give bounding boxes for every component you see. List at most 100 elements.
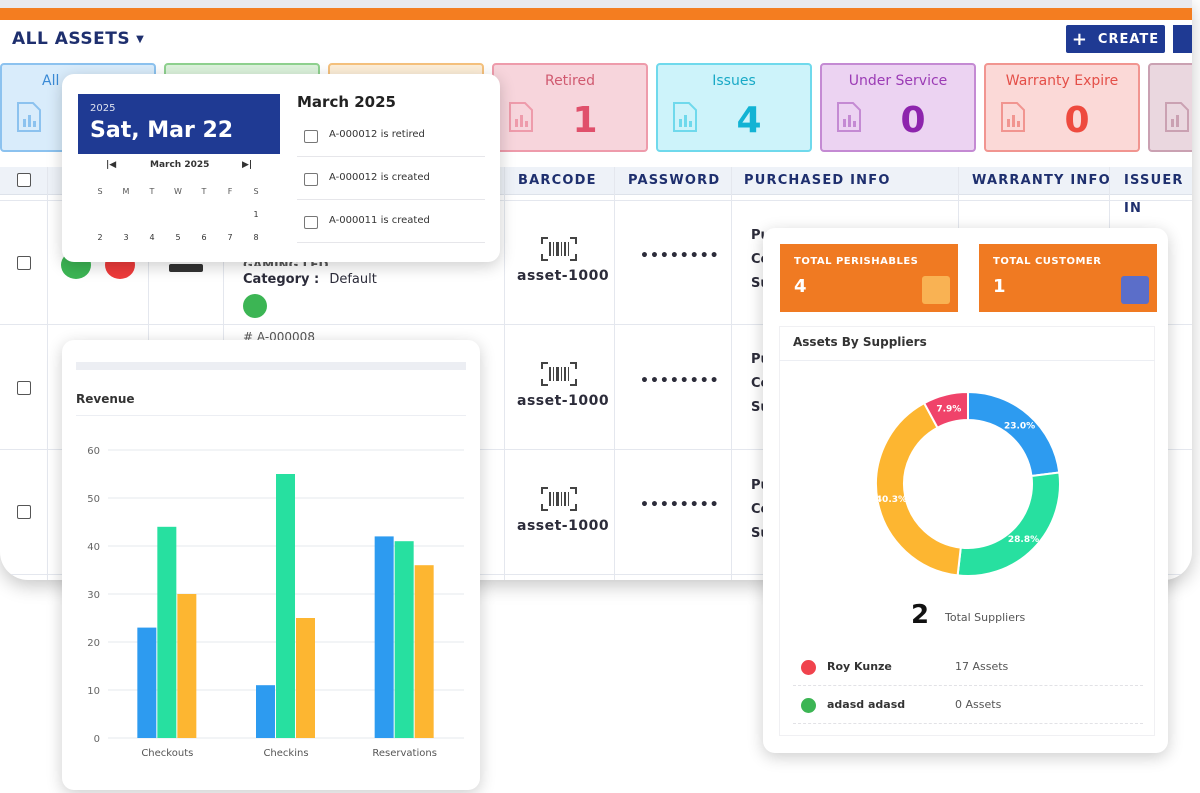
col-barcode[interactable]: BARCODE	[518, 173, 597, 188]
select-all-checkbox[interactable]	[17, 173, 31, 187]
bar	[137, 627, 157, 738]
bar	[256, 685, 275, 738]
divider	[779, 360, 1155, 361]
x-tick-label: Checkouts	[141, 748, 193, 759]
calendar-day[interactable]: 3	[123, 233, 129, 242]
weekday-label: T	[201, 187, 207, 196]
event-item[interactable]: A-000012 is retired	[297, 114, 485, 157]
barcode-icon	[541, 237, 577, 261]
col-divider	[614, 167, 615, 580]
calendar-day[interactable]: 1	[253, 210, 259, 219]
donut-slice	[922, 390, 969, 430]
assets-filter-dropdown[interactable]: ALL ASSETS ▼	[12, 28, 144, 50]
event-text: A-000011 is created	[329, 215, 430, 226]
caret-down-icon: ▼	[136, 33, 144, 45]
card-label: All	[42, 73, 60, 89]
col-warranty-info[interactable]: WARRANTY INFO	[972, 173, 1111, 188]
card-warranty-expire[interactable]: Warranty Expire 0	[984, 63, 1140, 152]
calendar-day[interactable]: 5	[175, 233, 181, 242]
card-issues[interactable]: Issues 4	[656, 63, 812, 152]
document-chart-icon	[1165, 102, 1189, 132]
y-tick-label: 40	[87, 542, 100, 553]
calendar-header: 2025 Sat, Mar 22	[78, 94, 280, 154]
bar	[157, 526, 177, 738]
bar	[177, 594, 197, 738]
revenue-widget: Revenue 0 10 20 30 40 50 60 Checkouts Checkins Re…	[62, 340, 480, 790]
row-divider	[0, 449, 1192, 450]
revenue-bar-chart: 0 10 20 30 40 50 60 Checkouts Checkins Reservatio…	[87, 446, 464, 759]
prev-month-icon[interactable]: |◀	[106, 160, 117, 170]
password-value: ••••••••	[640, 248, 720, 264]
col-purchased-info[interactable]: PURCHASED INFO	[744, 173, 891, 188]
col-password[interactable]: PASSWORD	[628, 173, 721, 188]
card-label: Retired	[544, 73, 596, 89]
asset-name: GAMING LED	[243, 258, 329, 266]
weekday-label: T	[149, 187, 155, 196]
y-tick-label: 50	[87, 494, 100, 505]
event-item[interactable]: A-000011 is created	[297, 200, 485, 243]
create-button[interactable]: + CREATE	[1066, 25, 1165, 53]
donut-slice	[967, 390, 1061, 478]
total-perishables-card[interactable]: TOTAL PERISHABLES 4	[780, 244, 958, 312]
card-under-service[interactable]: Under Service 0	[820, 63, 976, 152]
suppliers-title: Assets By Suppliers	[793, 335, 927, 349]
calendar-day[interactable]: 2	[97, 233, 103, 242]
card-retired[interactable]: Retired 1	[492, 63, 648, 152]
donut-label: 7.9%	[936, 404, 961, 414]
events-title: March 2025	[297, 93, 396, 111]
calendar-selected-date: Sat, Mar 22	[90, 118, 234, 143]
calendar-year: 2025	[90, 103, 116, 114]
x-tick-label: Checkins	[263, 748, 308, 759]
more-actions-button[interactable]	[1173, 25, 1192, 53]
col-divider	[504, 167, 505, 580]
calendar-icon	[1121, 276, 1149, 304]
calendar-month-label: March 2025	[150, 160, 210, 170]
event-item[interactable]: A-000012 is created	[297, 157, 485, 200]
row-divider	[0, 324, 1192, 325]
customer-value: 1	[993, 276, 1006, 297]
card-value: 1	[572, 100, 598, 141]
x-tick-label: Reservations	[372, 748, 437, 759]
revenue-title: Revenue	[76, 392, 135, 406]
supplier-row[interactable]: adasd adasd 0 Assets	[793, 686, 1143, 724]
supplier-count: 0 Assets	[955, 698, 1002, 711]
supplier-row[interactable]: Roy Kunze 17 Assets	[793, 648, 1143, 686]
customer-label: TOTAL CUSTOMER	[993, 256, 1102, 267]
bar	[414, 565, 434, 738]
row-checkbox[interactable]	[17, 381, 31, 395]
y-tick-label: 10	[87, 686, 100, 697]
donut-label: 23.0%	[1004, 421, 1035, 431]
donut-slice	[956, 471, 1061, 577]
calendar-icon	[304, 173, 318, 186]
row-checkbox[interactable]	[17, 256, 31, 270]
calendar-icon	[304, 216, 318, 229]
category-value: Default	[329, 272, 377, 287]
card-status-8[interactable]	[1148, 63, 1192, 152]
total-customer-card[interactable]: TOTAL CUSTOMER 1	[979, 244, 1157, 312]
calendar-day[interactable]: 4	[149, 233, 155, 242]
supplier-name: adasd adasd	[827, 698, 906, 711]
bar	[394, 541, 414, 738]
supplier-count: 17 Assets	[955, 660, 1009, 673]
supplier-color-dot	[801, 660, 816, 675]
calendar-day[interactable]: 7	[227, 233, 233, 242]
row-checkbox[interactable]	[17, 505, 31, 519]
calendar-day[interactable]: 8	[253, 233, 259, 242]
row-divider	[0, 574, 1192, 575]
card-label: Under Service	[848, 73, 948, 89]
next-month-icon[interactable]: ▶|	[242, 160, 253, 170]
status-dot	[243, 294, 267, 318]
document-chart-icon	[17, 102, 41, 132]
col-issuer-info[interactable]: ISSUER IN	[1124, 173, 1184, 216]
weekday-label: M	[122, 187, 130, 196]
barcode-value: asset-1000	[517, 268, 610, 284]
weekday-label: S	[97, 187, 103, 196]
supplier-name: Roy Kunze	[827, 660, 892, 673]
suppliers-panel	[779, 326, 1155, 736]
donut-slice	[875, 401, 962, 577]
calendar-day[interactable]: 6	[201, 233, 207, 242]
y-tick-label: 60	[87, 446, 100, 457]
document-chart-icon	[1001, 102, 1025, 132]
card-label: Issues	[712, 73, 756, 89]
suppliers-donut-chart: 23.0% 28.8% 40.3% 7.9%	[875, 390, 1061, 577]
